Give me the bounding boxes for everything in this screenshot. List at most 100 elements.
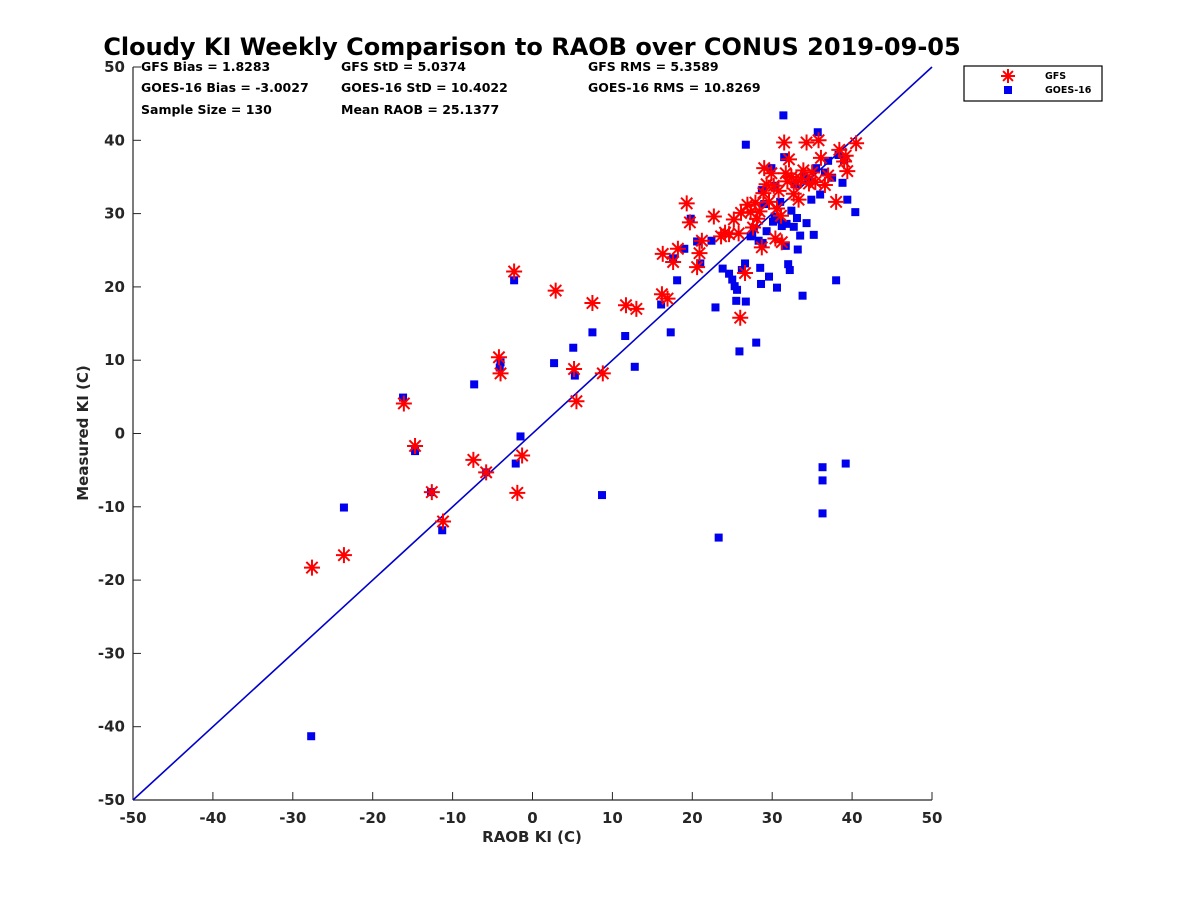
goes16-point <box>772 283 781 292</box>
gfs-point <box>772 207 789 224</box>
x-axis-label: RAOB KI (C) <box>482 828 582 846</box>
goes16-point <box>824 156 833 165</box>
asterisk-stroke <box>739 196 756 213</box>
goes16-point <box>809 230 818 239</box>
asterisk-stroke <box>798 134 815 151</box>
asterisk-stroke <box>763 165 780 182</box>
gfs-point <box>749 210 766 227</box>
y-tick-label: 20 <box>104 278 125 296</box>
gfs-point <box>514 447 531 464</box>
asterisk-stroke <box>721 226 738 243</box>
asterisk-stroke <box>733 204 750 221</box>
y-axis-label: Measured KI (C) <box>74 365 92 501</box>
gfs-point <box>810 132 827 149</box>
goes16-point <box>765 272 774 281</box>
asterisk-stroke <box>761 193 777 210</box>
goes16-point <box>818 509 827 518</box>
legend-box <box>963 65 1103 102</box>
goes16-point <box>741 140 750 149</box>
stat-label: GOES-16 Bias = -3.0027 <box>141 80 309 95</box>
asterisk-stroke <box>435 513 452 530</box>
goes16-point <box>828 173 837 182</box>
gfs-point <box>828 193 845 210</box>
asterisk-stroke <box>717 224 734 241</box>
gfs-point <box>717 224 734 241</box>
goes16-point <box>707 236 716 245</box>
asterisk-stroke <box>594 365 611 382</box>
gfs-point <box>395 395 412 412</box>
gfs-point <box>756 160 773 177</box>
asterisk-stroke <box>407 437 424 454</box>
y-tick-label: -40 <box>98 718 125 736</box>
x-tick-label: -50 <box>119 809 146 827</box>
asterisk-stroke <box>691 245 708 262</box>
asterisk-stroke <box>755 185 772 202</box>
asterisk-stroke <box>478 464 495 481</box>
goes16-point <box>798 291 807 300</box>
goes16-point <box>711 303 720 312</box>
x-tick-label: 10 <box>602 809 623 827</box>
asterisk-stroke <box>776 134 793 151</box>
asterisk-stroke <box>547 282 564 299</box>
goes16-point <box>725 269 734 278</box>
gfs-point <box>837 147 854 164</box>
y-tick-label: 30 <box>104 205 125 223</box>
asterisk-stroke <box>831 141 848 158</box>
goes16-point <box>621 332 630 341</box>
gfs-point <box>848 135 865 152</box>
goes16-point <box>735 347 744 356</box>
asterisk-stroke <box>566 361 583 377</box>
gfs-point <box>753 239 770 256</box>
asterisk-stroke <box>770 182 787 199</box>
asterisk-stroke <box>747 194 764 211</box>
goes16-point <box>714 533 723 542</box>
gfs-point <box>509 484 526 501</box>
gfs-point <box>584 295 601 312</box>
x-tick-label: 0 <box>527 809 537 827</box>
gfs-point <box>812 149 829 166</box>
goes16-point <box>470 380 479 389</box>
gfs-point <box>303 559 320 576</box>
asterisk-stroke <box>681 214 698 231</box>
asterisk-stroke <box>810 132 827 149</box>
asterisk-stroke <box>800 175 817 192</box>
stat-label: GFS Bias = 1.8283 <box>141 59 270 74</box>
asterisk-stroke <box>628 300 645 317</box>
x-tick-label: -10 <box>439 809 466 827</box>
asterisk-stroke <box>669 240 686 257</box>
asterisk-stroke <box>732 309 749 326</box>
gfs-point <box>721 226 738 243</box>
asterisk-stroke <box>665 253 682 270</box>
gfs-point <box>568 393 585 410</box>
asterisk-stroke <box>777 165 794 182</box>
goes16-point <box>511 459 520 468</box>
gfs-point <box>705 208 722 225</box>
gfs-point <box>804 164 821 181</box>
asterisk-stroke <box>773 234 790 251</box>
stat-label: GFS StD = 5.0374 <box>341 59 466 74</box>
goes16-point <box>807 195 816 204</box>
goes16-point <box>741 259 750 268</box>
gfs-point <box>547 282 564 299</box>
y-tick-label: -30 <box>98 644 125 662</box>
goes16-point <box>756 263 765 272</box>
goes16-point <box>832 276 841 285</box>
gfs-point <box>725 211 742 228</box>
goes16-point <box>762 227 771 236</box>
gfs-point <box>836 153 853 170</box>
goes16-point <box>550 359 559 368</box>
gfs-point <box>742 204 759 221</box>
asterisk-stroke <box>509 484 526 501</box>
goes16-point <box>787 206 796 215</box>
gfs-point <box>747 194 764 211</box>
asterisk-stroke <box>772 207 789 224</box>
goes16-point <box>438 526 447 535</box>
legend-gfs-label: GFS <box>1045 71 1066 82</box>
y-tick-label: 10 <box>104 351 125 369</box>
gfs-point <box>768 200 785 217</box>
gfs-point <box>689 259 706 276</box>
gfs-point <box>755 185 772 202</box>
x-tick-label: 50 <box>922 809 943 827</box>
asterisk-stroke <box>749 210 766 227</box>
